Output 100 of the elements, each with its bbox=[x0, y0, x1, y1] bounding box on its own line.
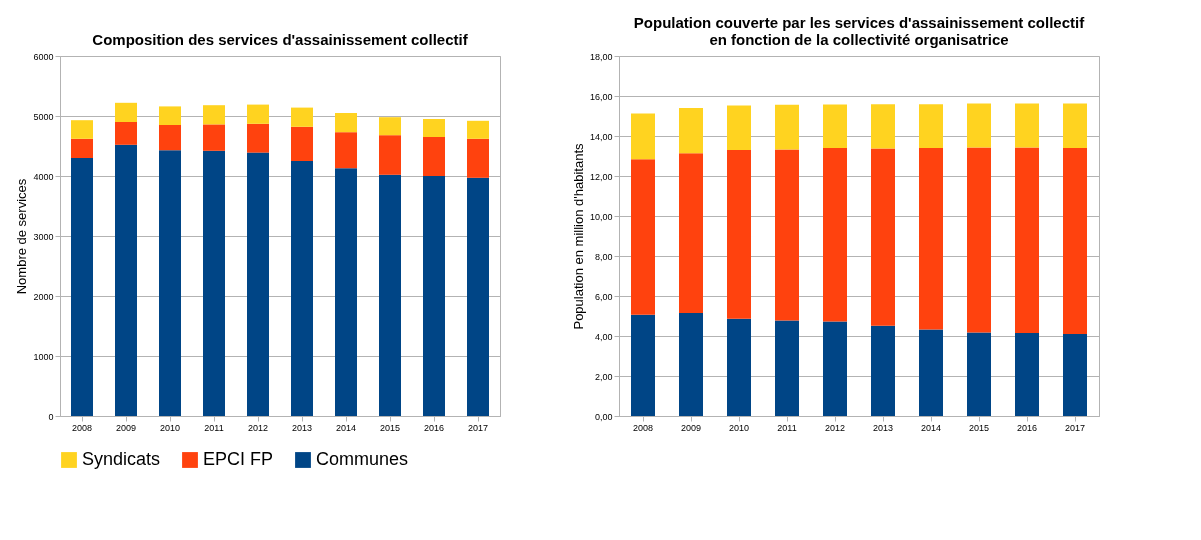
bar bbox=[467, 177, 489, 416]
bar bbox=[423, 119, 445, 137]
x-tick-label: 2016 bbox=[1016, 422, 1038, 433]
y-tick-label: 0,00 bbox=[594, 411, 613, 422]
x-tick-label: 2012 bbox=[247, 422, 269, 433]
x-tick-label: 2013 bbox=[872, 422, 894, 433]
x-tick-label: 2008 bbox=[71, 422, 93, 433]
bar bbox=[115, 122, 137, 145]
y-tick-label: 10,00 bbox=[589, 211, 613, 222]
bar bbox=[203, 150, 225, 416]
bar bbox=[247, 152, 269, 416]
y-tick-label: 5000 bbox=[33, 111, 54, 122]
bar bbox=[467, 120, 489, 139]
bar bbox=[871, 104, 895, 149]
x-tick-label: 2010 bbox=[159, 422, 181, 433]
x-tick-label: 2015 bbox=[968, 422, 990, 433]
y-tick-label: 6000 bbox=[33, 51, 54, 62]
bar bbox=[247, 104, 269, 124]
bar bbox=[679, 153, 703, 313]
bar bbox=[727, 318, 751, 416]
bar bbox=[467, 138, 489, 178]
bar bbox=[871, 148, 895, 326]
bar bbox=[1063, 148, 1087, 334]
bar bbox=[291, 107, 313, 127]
bar bbox=[379, 174, 401, 416]
x-tick-label: 2011 bbox=[777, 422, 797, 433]
y-tick-label: 6,00 bbox=[594, 291, 613, 302]
bar bbox=[823, 148, 847, 322]
y-tick-label: 12,00 bbox=[589, 171, 613, 182]
bar bbox=[71, 120, 93, 139]
bar bbox=[291, 126, 313, 161]
bar bbox=[679, 313, 703, 416]
x-tick-label: 2013 bbox=[291, 422, 313, 433]
bar bbox=[679, 108, 703, 154]
x-tick-label: 2008 bbox=[632, 422, 654, 433]
bar bbox=[291, 161, 313, 416]
bar bbox=[871, 325, 895, 416]
chart-title: Composition des services d'assainissement collectif bbox=[92, 31, 469, 48]
bar bbox=[823, 104, 847, 148]
bar bbox=[1015, 147, 1039, 333]
bar bbox=[159, 125, 181, 151]
bar bbox=[967, 147, 991, 333]
bar bbox=[1015, 333, 1039, 416]
bar bbox=[919, 329, 943, 416]
bar bbox=[379, 117, 401, 136]
x-tick-label: 2012 bbox=[824, 422, 846, 433]
bar bbox=[379, 135, 401, 175]
bar bbox=[775, 320, 799, 416]
y-tick-label: 14,00 bbox=[589, 131, 613, 142]
x-tick-label: 2009 bbox=[680, 422, 702, 433]
x-tick-label: 2017 bbox=[467, 422, 489, 433]
bar bbox=[423, 137, 445, 176]
bar bbox=[1063, 103, 1087, 148]
bar bbox=[159, 150, 181, 416]
bar bbox=[919, 104, 943, 148]
y-tick-label: 2000 bbox=[33, 291, 54, 302]
bar bbox=[775, 149, 799, 321]
bar bbox=[203, 105, 225, 125]
legend-label: Syndicats bbox=[82, 449, 161, 469]
bar bbox=[919, 148, 943, 330]
bar bbox=[247, 123, 269, 153]
y-tick-label: 8,00 bbox=[594, 251, 613, 262]
bar bbox=[335, 113, 357, 133]
y-axis-title: Nombre de services bbox=[14, 178, 30, 295]
chart-title: Population couverte par les services d'assainissement collectif en fonction de la collectivité organisatrice bbox=[633, 14, 1086, 48]
bar bbox=[631, 113, 655, 160]
x-tick-label: 2014 bbox=[920, 422, 942, 433]
bar bbox=[203, 124, 225, 151]
bar bbox=[727, 105, 751, 150]
y-tick-label: 0 bbox=[48, 411, 54, 422]
legend-label: EPCI FP bbox=[203, 449, 274, 469]
bar bbox=[71, 158, 93, 416]
bar bbox=[115, 102, 137, 122]
x-tick-label: 2017 bbox=[1064, 422, 1086, 433]
bar bbox=[631, 159, 655, 315]
bar bbox=[1063, 334, 1087, 416]
bar bbox=[823, 321, 847, 416]
bar bbox=[967, 103, 991, 148]
x-tick-label: 2009 bbox=[115, 422, 137, 433]
x-tick-label: 2010 bbox=[728, 422, 750, 433]
y-tick-label: 18,00 bbox=[589, 51, 613, 62]
bar bbox=[775, 104, 799, 150]
x-tick-label: 2016 bbox=[423, 422, 445, 433]
bar bbox=[967, 332, 991, 416]
y-tick-label: 2,00 bbox=[594, 371, 613, 382]
x-tick-label: 2014 bbox=[335, 422, 357, 433]
bar bbox=[1015, 103, 1039, 148]
legend-label: Communes bbox=[316, 449, 409, 469]
bar bbox=[727, 150, 751, 319]
y-tick-label: 16,00 bbox=[589, 91, 613, 102]
bar bbox=[335, 132, 357, 169]
bar bbox=[631, 314, 655, 416]
y-tick-label: 1000 bbox=[33, 351, 54, 362]
y-tick-label: 3000 bbox=[33, 231, 54, 242]
bar bbox=[335, 168, 357, 416]
y-tick-label: 4000 bbox=[33, 171, 54, 182]
y-tick-label: 4,00 bbox=[594, 331, 613, 342]
bar bbox=[159, 106, 181, 125]
bar bbox=[71, 138, 93, 158]
x-tick-label: 2011 bbox=[204, 422, 224, 433]
